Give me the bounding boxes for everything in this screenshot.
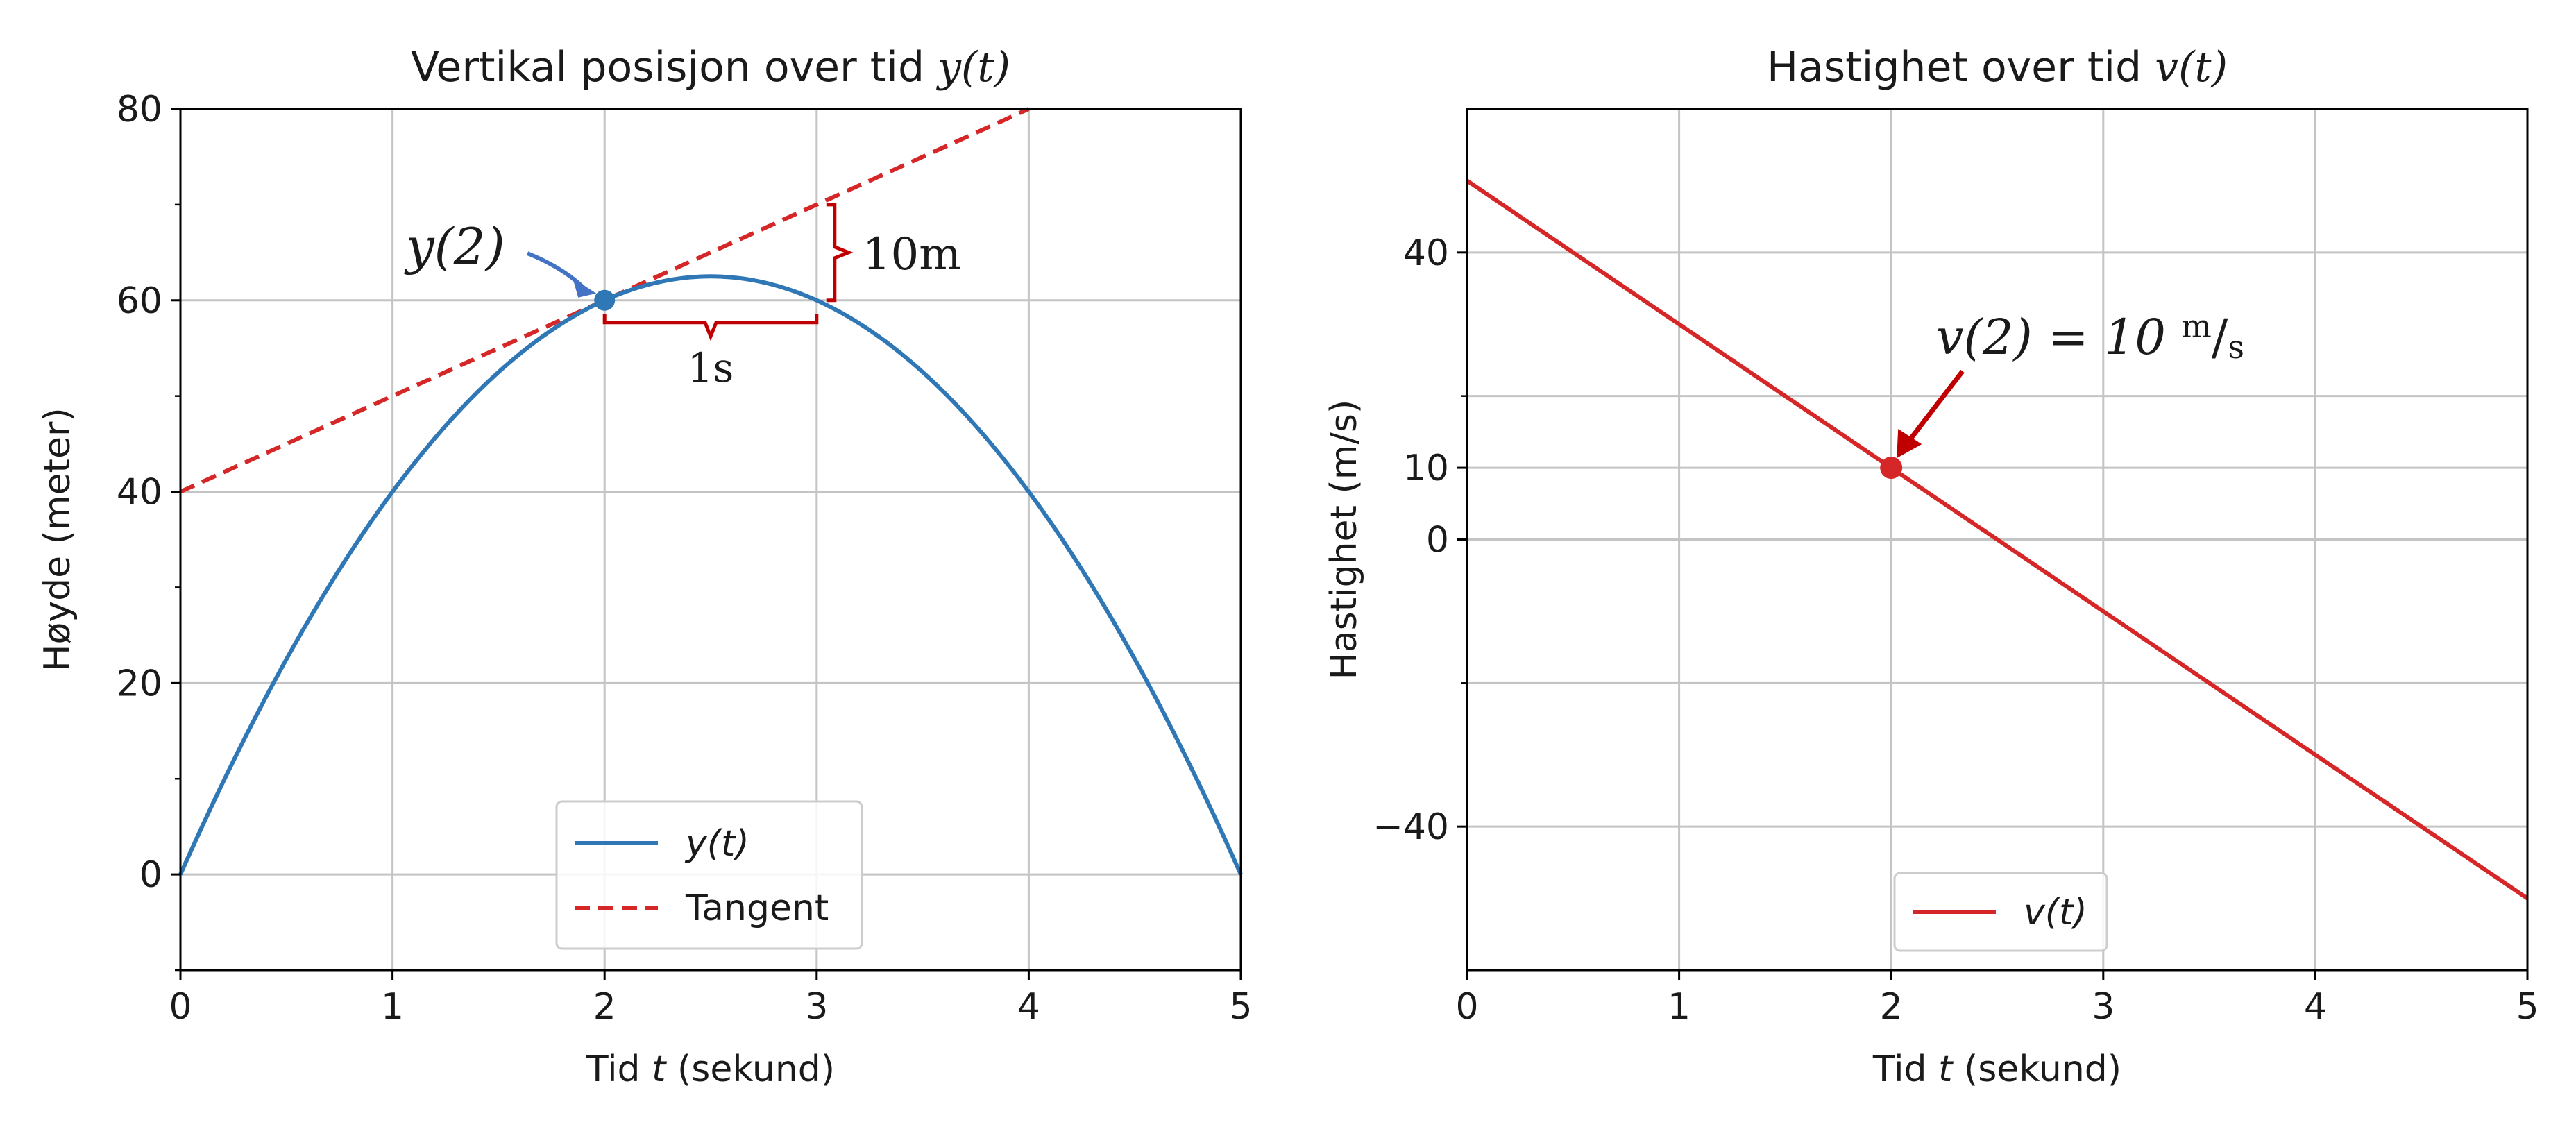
position-chart-series — [178, 107, 1243, 876]
point-pointer-arrowhead — [573, 278, 597, 298]
x-tick-label: 1 — [381, 986, 404, 1028]
y-tick-label: 20 — [117, 663, 162, 704]
x-tick-label: 0 — [1455, 986, 1478, 1028]
x-tick-label: 1 — [1668, 986, 1690, 1028]
velocity-chart-y-axis-label: Hastighet (m/s) — [1323, 400, 1365, 680]
tangent-point-marker — [594, 289, 616, 311]
velocity-chart-legend: v(t) — [1893, 872, 2108, 952]
x-tick-label: 4 — [1017, 986, 1040, 1028]
legend-box — [555, 800, 863, 950]
y-tick-label: 40 — [1403, 232, 1449, 274]
y-tick-label: 60 — [117, 280, 162, 322]
position-chart-x-axis-label: Tid t (sekund) — [586, 1049, 835, 1090]
velocity-chart: 0 1 2 3 4 5 −40 0 10 40 Hastighet over tid v(t) T… — [1323, 43, 2539, 1090]
velocity-chart-grid — [1467, 109, 2527, 970]
position-curve — [178, 274, 1243, 876]
velocity-chart-ticks: 0 1 2 3 4 5 −40 0 10 40 — [1373, 232, 2539, 1028]
point-label-v2: v(2) = 10 m/s — [1936, 307, 2244, 366]
velocity-chart-title: Hastighet over tid v(t) — [1767, 43, 2228, 92]
velocity-chart-series — [1466, 178, 2529, 901]
x-tick-label: 3 — [2092, 986, 2115, 1028]
legend-label-v: v(t) — [2024, 892, 2087, 933]
position-chart-annotations: y(2) 10m 1s — [404, 203, 961, 391]
velocity-chart-annotations: v(2) = 10 m/s — [1897, 307, 2244, 459]
velocity-chart-x-axis-label: Tid t (sekund) — [1872, 1049, 2121, 1090]
y-tick-label: 10 — [1403, 448, 1449, 489]
legend-label-tangent: Tangent — [685, 888, 829, 929]
position-chart-title: Vertikal posisjon over tid y(t) — [411, 43, 1010, 92]
x-tick-label: 2 — [1880, 986, 1903, 1028]
y-tick-label: 0 — [139, 854, 162, 896]
point-pointer-arrow — [1904, 369, 1965, 446]
y-tick-label: 0 — [1426, 520, 1449, 561]
position-chart-legend: y(t) Tangent — [555, 800, 863, 950]
legend-box — [1893, 872, 2108, 952]
position-chart-frame — [179, 108, 1242, 972]
position-chart-ticks: 0 1 2 3 4 5 0 20 40 60 80 — [117, 89, 1253, 1028]
legend-label-y: y(t) — [684, 823, 749, 865]
y-tick-label: −40 — [1373, 806, 1449, 848]
x-tick-label: 0 — [169, 986, 192, 1028]
velocity-line — [1466, 178, 2529, 901]
rise-label: 10m — [863, 229, 961, 280]
run-brace — [602, 314, 819, 341]
x-tick-label: 5 — [1229, 986, 1252, 1028]
tangent-line — [179, 107, 1030, 494]
point-pointer-arrowhead — [1897, 429, 1922, 459]
point-label-y2: y(2) — [404, 217, 505, 275]
y-tick-label: 40 — [117, 472, 162, 514]
x-tick-label: 3 — [805, 986, 828, 1028]
velocity-point-marker — [1880, 457, 1903, 480]
x-tick-label: 2 — [593, 986, 616, 1028]
run-label: 1s — [688, 344, 734, 391]
x-tick-label: 4 — [2304, 986, 2327, 1028]
rise-brace — [826, 203, 854, 303]
x-tick-label: 5 — [2516, 986, 2539, 1028]
position-chart: 0 1 2 3 4 5 0 20 40 60 80 Vertikal posisjon over t… — [37, 43, 1253, 1090]
y-tick-label: 80 — [117, 89, 162, 130]
position-chart-y-axis-label: Høyde (meter) — [37, 407, 78, 671]
